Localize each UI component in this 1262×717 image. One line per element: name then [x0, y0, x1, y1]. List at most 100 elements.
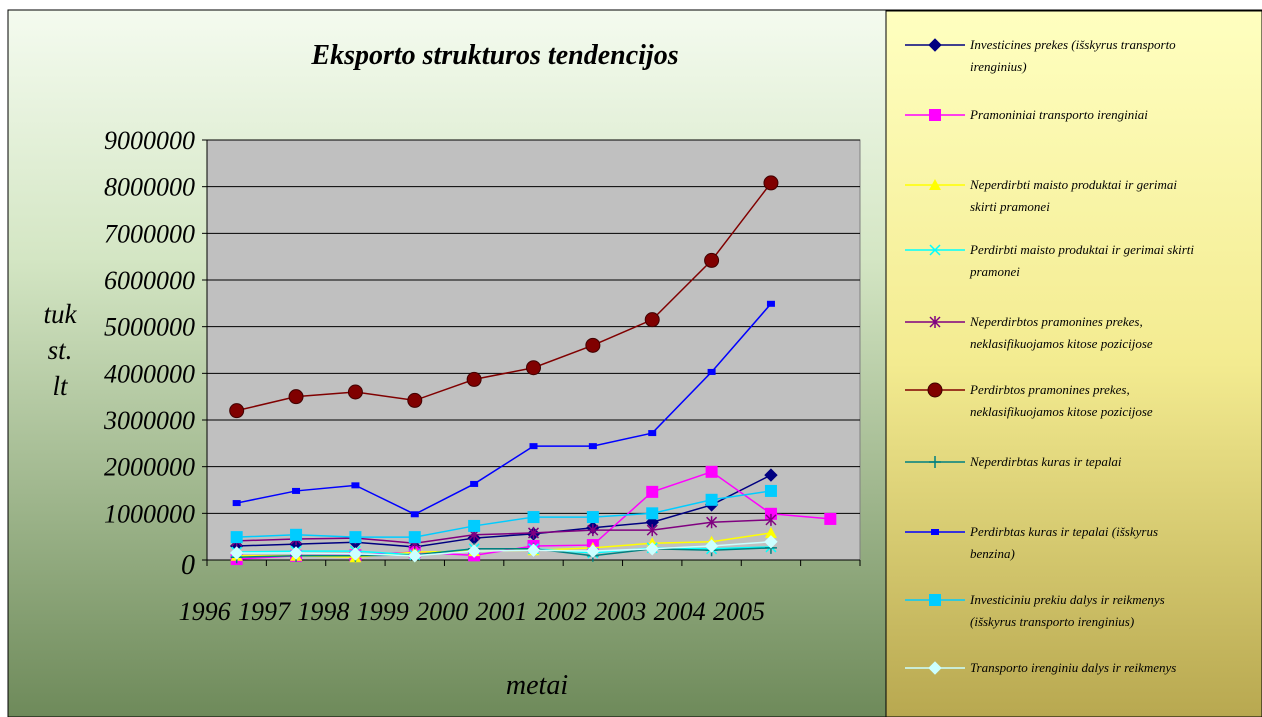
- marker: [706, 516, 718, 529]
- marker: [466, 371, 482, 387]
- x-tick-label: 1998: [297, 597, 349, 626]
- x-tick-label: 2000: [416, 597, 468, 626]
- legend-label: Investiciniu prekiu dalys ir reikmenys (…: [970, 592, 1165, 629]
- legend-label: Neperdirbti maisto produktai ir gerimai …: [970, 177, 1178, 214]
- marker: [586, 544, 600, 558]
- marker: [347, 384, 363, 400]
- marker: [927, 382, 943, 398]
- x-tick-label: 1997: [238, 597, 291, 626]
- legend-label: Neperdirbtas kuras ir tepalai: [970, 454, 1122, 469]
- marker: [526, 360, 541, 376]
- marker: [230, 531, 243, 544]
- legend-symbol: [905, 594, 965, 606]
- marker: [929, 594, 941, 606]
- marker: [764, 484, 777, 497]
- series-line: [236, 547, 771, 558]
- legend-label: Investicines prekes (išskyrus transporto…: [970, 37, 1176, 74]
- plot-area: [206, 139, 861, 561]
- y-tick-label: 7000000: [104, 219, 195, 248]
- legend-label: Perdirbtas kuras ir tepalai (išskyrus be…: [970, 524, 1159, 561]
- marker: [705, 493, 718, 506]
- marker: [764, 535, 778, 549]
- marker: [931, 529, 939, 535]
- marker: [929, 316, 941, 328]
- x-tick-label: 2003: [594, 597, 646, 626]
- marker: [929, 179, 941, 190]
- marker: [585, 337, 601, 353]
- marker: [588, 443, 597, 450]
- marker: [526, 543, 541, 557]
- marker: [764, 468, 778, 482]
- y-tick-label: 1000000: [104, 499, 195, 528]
- marker: [646, 485, 659, 498]
- marker: [349, 531, 362, 544]
- series-line: [236, 182, 772, 412]
- marker: [407, 392, 423, 408]
- marker: [410, 511, 419, 518]
- marker: [229, 546, 244, 560]
- legend-symbol: [905, 529, 965, 535]
- marker: [928, 661, 942, 675]
- series-line: [236, 541, 772, 557]
- marker: [527, 526, 540, 539]
- legend-symbol: [905, 109, 965, 121]
- x-axis-label: metai: [506, 670, 568, 701]
- marker: [229, 403, 245, 419]
- marker: [704, 252, 720, 268]
- marker: [288, 389, 304, 405]
- x-tick-label: 1996: [179, 597, 231, 626]
- x-tick-label: 2005: [713, 597, 765, 626]
- y-axis-label: tuk st. lt: [43, 299, 77, 401]
- marker: [290, 528, 303, 541]
- marker: [764, 526, 777, 538]
- y-tick-label: 6000000: [104, 266, 195, 295]
- y-tick-label: 5000000: [104, 313, 195, 342]
- marker: [351, 482, 360, 489]
- legend-symbol: [905, 316, 965, 328]
- marker: [766, 300, 775, 307]
- x-tick-label: 1999: [357, 597, 409, 626]
- marker: [707, 368, 716, 375]
- marker: [529, 443, 538, 450]
- marker: [289, 546, 303, 560]
- marker: [644, 312, 660, 328]
- y-tick-label: 0: [181, 550, 195, 581]
- legend-label: Perdirbtos pramonines prekes, neklasifik…: [970, 382, 1153, 419]
- marker: [408, 549, 422, 563]
- marker: [929, 244, 941, 256]
- y-tick-label: 4000000: [104, 359, 195, 388]
- marker: [646, 507, 659, 520]
- legend-symbol: [905, 661, 965, 675]
- marker: [763, 175, 779, 191]
- legend-symbol: [905, 179, 965, 190]
- series-line: [236, 490, 772, 538]
- legend-symbol: [905, 456, 965, 468]
- y-tick-label: 3000000: [103, 406, 195, 435]
- series-line: [236, 474, 772, 548]
- y-tick-label: 2000000: [104, 453, 195, 482]
- marker: [232, 500, 241, 507]
- legend-label: Perdirbti maisto produktai ir gerimai sk…: [970, 242, 1195, 279]
- legend-symbol: [905, 38, 965, 52]
- marker: [929, 109, 941, 121]
- x-tick-label: 2001: [476, 597, 528, 626]
- marker: [648, 430, 657, 437]
- legend-symbol: [905, 382, 965, 398]
- y-tick-label: 8000000: [104, 173, 195, 202]
- x-tick-label: 2004: [654, 597, 706, 626]
- marker: [468, 519, 481, 532]
- marker: [586, 511, 599, 524]
- marker: [467, 544, 481, 558]
- marker: [646, 524, 658, 537]
- marker: [408, 531, 421, 544]
- marker: [527, 511, 540, 524]
- marker: [929, 456, 941, 468]
- marker: [765, 513, 777, 526]
- marker: [348, 547, 363, 561]
- marker: [705, 465, 718, 478]
- marker: [292, 487, 301, 494]
- legend-label: Transporto irenginiu dalys ir reikmenys: [970, 660, 1177, 675]
- marker: [645, 542, 659, 556]
- marker: [928, 38, 942, 52]
